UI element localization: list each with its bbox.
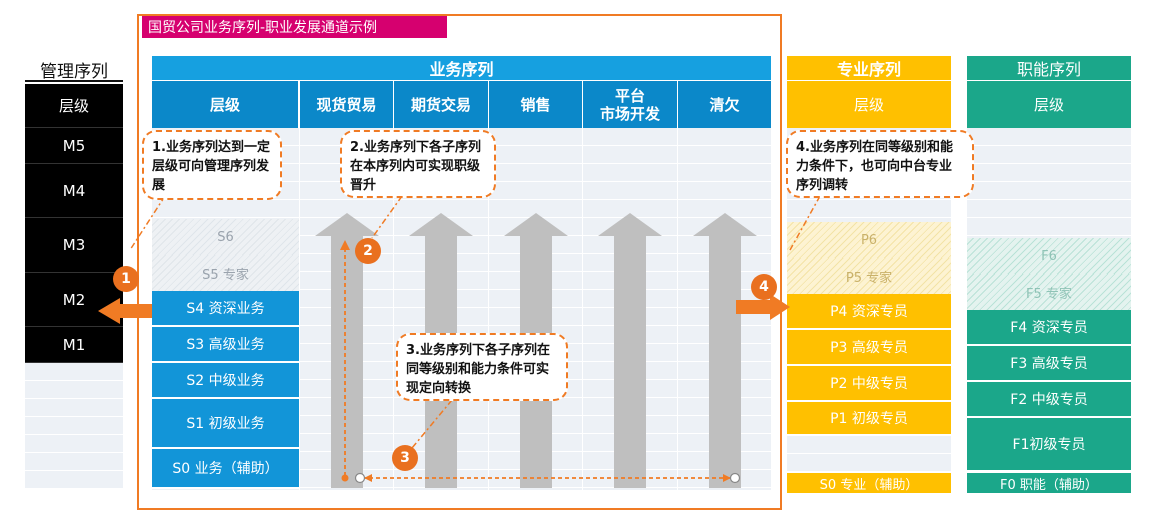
callout-1: 1.业务序列达到一定层级可向管理序列发展	[142, 130, 282, 200]
callout-3: 3.业务序列下各子序列在同等级别和能力条件可实现定向转换	[396, 333, 568, 401]
professional-empty-rows-2	[787, 436, 951, 472]
leader-2	[371, 195, 403, 239]
functional-level-f6: F6	[967, 238, 1131, 274]
business-level-s2: S2 中级业务	[152, 363, 299, 399]
professional-level-p3: P3 高级专员	[787, 330, 951, 366]
right-arrow-to-professional	[736, 294, 790, 320]
professional-level-s0: S0 专业（辅助）	[787, 473, 951, 493]
left-arrow-to-management	[98, 298, 152, 324]
management-row-m2: M2	[25, 273, 123, 327]
grid-divider	[393, 128, 394, 490]
business-header: 业务序列	[152, 56, 771, 80]
functional-level-f2: F2 中级专员	[967, 382, 1131, 418]
badge-2: 2	[355, 238, 381, 264]
professional-level-p2: P2 中级专员	[787, 366, 951, 402]
up-arrow-collection	[693, 213, 757, 488]
grid-divider	[299, 128, 300, 490]
professional-level-label: 层级	[787, 81, 951, 128]
badge-1: 1	[113, 266, 139, 292]
functional-level-f3: F3 高级专员	[967, 346, 1131, 382]
professional-level-p4: P4 资深专员	[787, 294, 951, 330]
management-row-m5: M5	[25, 128, 123, 164]
functional-level-f4: F4 资深专员	[967, 310, 1131, 346]
business-level-s1: S1 初级业务	[152, 399, 299, 449]
up-arrow-platform	[598, 213, 662, 488]
vertical-transfer-arrowhead	[340, 240, 350, 250]
business-col-platform: 平台 市场开发	[583, 81, 677, 128]
business-level-s0: S0 业务（辅助）	[152, 449, 299, 489]
professional-header: 专业序列	[787, 56, 951, 80]
management-header: 管理序列	[25, 58, 123, 82]
functional-header: 职能序列	[967, 56, 1131, 80]
frame-title: 国贸公司业务序列-职业发展通道示例	[142, 16, 447, 38]
transfer-start-dot	[341, 474, 349, 482]
business-col-spot-trade: 现货贸易	[300, 81, 393, 128]
transfer-node-right	[729, 472, 741, 484]
business-level-s4: S4 资深业务	[152, 291, 299, 327]
horizontal-transfer-arrowhead-right	[723, 474, 731, 482]
business-level-s6: S6	[152, 219, 299, 255]
professional-level-p5: P5 专家	[787, 258, 951, 294]
leader-3	[411, 399, 453, 449]
leader-1	[129, 195, 166, 251]
professional-level-p6: P6	[787, 222, 951, 258]
up-arrow-spot	[315, 213, 379, 488]
transfer-node-left	[354, 472, 366, 484]
functional-level-f1: F1初级专员	[967, 418, 1131, 472]
horizontal-transfer-arrowhead-left	[364, 474, 372, 482]
management-empty-rows	[25, 363, 123, 489]
grid-divider	[488, 128, 489, 490]
business-level-s3: S3 高级业务	[152, 327, 299, 363]
management-row-m1: M1	[25, 327, 123, 363]
business-col-sales: 销售	[489, 81, 582, 128]
functional-level-label: 层级	[967, 81, 1131, 128]
callout-4: 4.业务序列在同等级别和能力条件下，也可向中台专业序列调转	[786, 130, 974, 198]
functional-level-f0: F0 职能（辅助）	[967, 473, 1131, 493]
professional-level-p1: P1 初级专员	[787, 402, 951, 436]
business-col-level: 层级	[152, 81, 298, 128]
badge-4: 4	[751, 274, 777, 300]
business-level-s5: S5 专家	[152, 255, 299, 291]
functional-level-f5: F5 专家	[967, 274, 1131, 310]
callout-2: 2.业务序列下各子序列在本序列内可实现职级晋升	[340, 130, 496, 198]
badge-3: 3	[392, 445, 418, 471]
grid-divider	[677, 128, 678, 490]
functional-empty-rows	[967, 128, 1131, 238]
business-frame	[137, 14, 782, 510]
management-row-m3: M3	[25, 218, 123, 273]
management-level-label: 层级	[25, 84, 123, 128]
grid-divider	[582, 128, 583, 490]
management-row-m4: M4	[25, 164, 123, 218]
business-col-futures: 期货交易	[394, 81, 488, 128]
leader-4	[789, 195, 821, 251]
business-col-collection: 清欠	[678, 81, 771, 128]
